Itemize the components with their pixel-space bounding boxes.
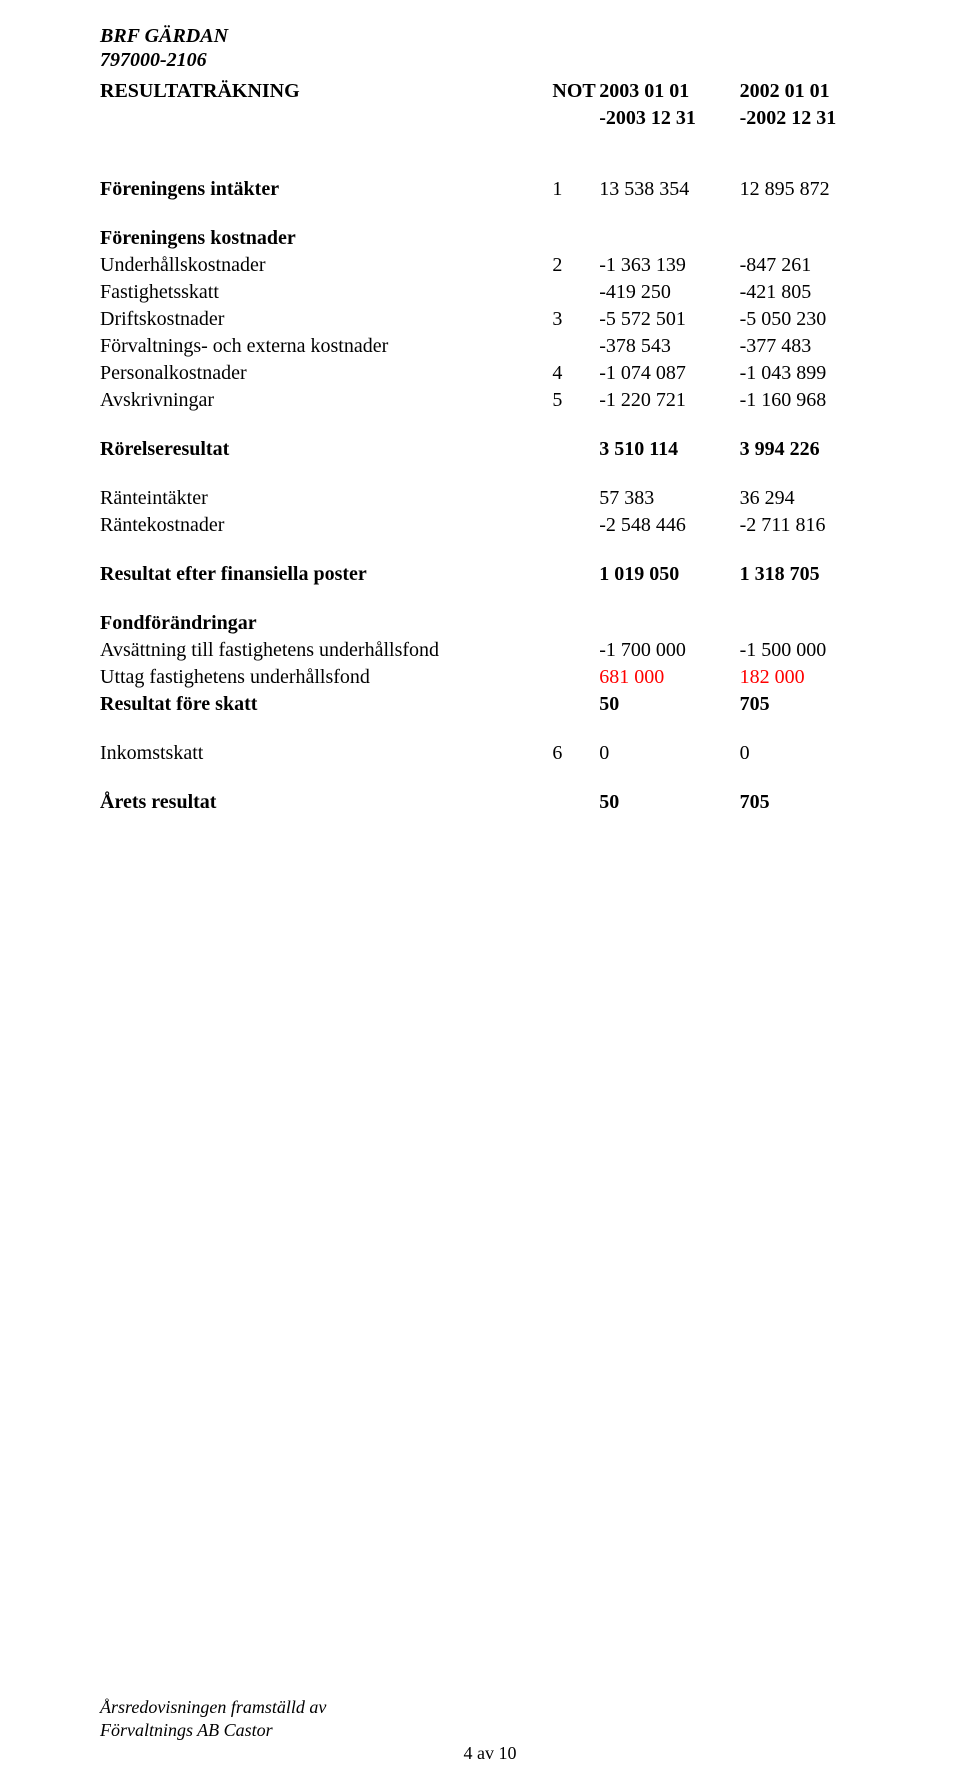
label: Fondförändringar bbox=[100, 610, 552, 637]
label: Driftskostnader bbox=[100, 306, 552, 333]
row-rantekost: Räntekostnader -2 548 446 -2 711 816 bbox=[100, 512, 880, 539]
page-footer: Årsredovisningen framställd av Förvaltni… bbox=[100, 1696, 880, 1764]
y1: -1 220 721 bbox=[599, 387, 739, 414]
label: Fastighetsskatt bbox=[100, 279, 552, 306]
period1-end: -2003 12 31 bbox=[599, 105, 739, 132]
y2: 182 000 bbox=[740, 664, 880, 691]
y2: -377 483 bbox=[740, 333, 880, 360]
label: Resultat efter finansiella poster bbox=[100, 561, 552, 588]
statement-title: RESULTATRÄKNING bbox=[100, 78, 552, 105]
income-statement-table: RESULTATRÄKNING NOT 2003 01 01 2002 01 0… bbox=[100, 78, 880, 816]
y2: -1 160 968 bbox=[740, 387, 880, 414]
label: Ränteintäkter bbox=[100, 485, 552, 512]
period1-start: 2003 01 01 bbox=[599, 78, 739, 105]
y1: -5 572 501 bbox=[599, 306, 739, 333]
period2-start: 2002 01 01 bbox=[740, 78, 880, 105]
y1: -419 250 bbox=[599, 279, 739, 306]
row-resfore: Resultat före skatt 50 705 bbox=[100, 691, 880, 718]
y2: 3 994 226 bbox=[740, 436, 880, 463]
label: Avskrivningar bbox=[100, 387, 552, 414]
y2: -421 805 bbox=[740, 279, 880, 306]
y1: -1 700 000 bbox=[599, 637, 739, 664]
not: 1 bbox=[552, 176, 599, 203]
y2: 705 bbox=[740, 691, 880, 718]
footer-line-2: Förvaltnings AB Castor bbox=[100, 1719, 880, 1742]
row-kostnader-hdr: Föreningens kostnader bbox=[100, 225, 880, 252]
y2: -2 711 816 bbox=[740, 512, 880, 539]
not: 5 bbox=[552, 387, 599, 414]
y1: -378 543 bbox=[599, 333, 739, 360]
y2: 36 294 bbox=[740, 485, 880, 512]
label: Räntekostnader bbox=[100, 512, 552, 539]
row-avskriv: Avskrivningar 5 -1 220 721 -1 160 968 bbox=[100, 387, 880, 414]
y1: -1 363 139 bbox=[599, 252, 739, 279]
row-resfin: Resultat efter finansiella poster 1 019 … bbox=[100, 561, 880, 588]
label: Årets resultat bbox=[100, 789, 552, 816]
row-fondfor-hdr: Fondförändringar bbox=[100, 610, 880, 637]
y1: 0 bbox=[599, 740, 739, 767]
label: Förvaltnings- och externa kostnader bbox=[100, 333, 552, 360]
header-row-2: -2003 12 31 -2002 12 31 bbox=[100, 105, 880, 132]
row-rorelse: Rörelseresultat 3 510 114 3 994 226 bbox=[100, 436, 880, 463]
y2: 1 318 705 bbox=[740, 561, 880, 588]
row-underhall: Underhållskostnader 2 -1 363 139 -847 26… bbox=[100, 252, 880, 279]
label: Personalkostnader bbox=[100, 360, 552, 387]
label: Inkomstskatt bbox=[100, 740, 552, 767]
label: Avsättning till fastighetens underhållsf… bbox=[100, 637, 552, 664]
label: Föreningens kostnader bbox=[100, 225, 552, 252]
y1: 50 bbox=[599, 691, 739, 718]
row-personal: Personalkostnader 4 -1 074 087 -1 043 89… bbox=[100, 360, 880, 387]
row-avsatt: Avsättning till fastighetens underhållsf… bbox=[100, 637, 880, 664]
y1: 57 383 bbox=[599, 485, 739, 512]
y1: 3 510 114 bbox=[599, 436, 739, 463]
footer-page-number: 4 av 10 bbox=[100, 1743, 880, 1764]
y1: -2 548 446 bbox=[599, 512, 739, 539]
row-inkomst: Inkomstskatt 6 0 0 bbox=[100, 740, 880, 767]
row-drift: Driftskostnader 3 -5 572 501 -5 050 230 bbox=[100, 306, 880, 333]
row-forvalt: Förvaltnings- och externa kostnader -378… bbox=[100, 333, 880, 360]
row-fastskatt: Fastighetsskatt -419 250 -421 805 bbox=[100, 279, 880, 306]
footer-line-1: Årsredovisningen framställd av bbox=[100, 1696, 880, 1719]
row-uttag: Uttag fastighetens underhållsfond 681 00… bbox=[100, 664, 880, 691]
label: Uttag fastighetens underhållsfond bbox=[100, 664, 552, 691]
y2: 12 895 872 bbox=[740, 176, 880, 203]
y1: 13 538 354 bbox=[599, 176, 739, 203]
y2: -1 500 000 bbox=[740, 637, 880, 664]
period2-end: -2002 12 31 bbox=[740, 105, 880, 132]
not: 3 bbox=[552, 306, 599, 333]
not: 6 bbox=[552, 740, 599, 767]
not: 4 bbox=[552, 360, 599, 387]
org-name: BRF GÄRDAN bbox=[100, 24, 880, 48]
header-row-1: RESULTATRÄKNING NOT 2003 01 01 2002 01 0… bbox=[100, 78, 880, 105]
y2: 0 bbox=[740, 740, 880, 767]
label: Resultat före skatt bbox=[100, 691, 552, 718]
y2: 705 bbox=[740, 789, 880, 816]
y2: -847 261 bbox=[740, 252, 880, 279]
page: BRF GÄRDAN 797000-2106 RESULTATRÄKNING N… bbox=[0, 0, 960, 1784]
row-arets: Årets resultat 50 705 bbox=[100, 789, 880, 816]
y1: 1 019 050 bbox=[599, 561, 739, 588]
row-ranteint: Ränteintäkter 57 383 36 294 bbox=[100, 485, 880, 512]
row-intakter: Föreningens intäkter 1 13 538 354 12 895… bbox=[100, 176, 880, 203]
not: 2 bbox=[552, 252, 599, 279]
y2: -5 050 230 bbox=[740, 306, 880, 333]
not-header: NOT bbox=[552, 78, 599, 105]
y1: 681 000 bbox=[599, 664, 739, 691]
y2: -1 043 899 bbox=[740, 360, 880, 387]
label: Föreningens intäkter bbox=[100, 176, 552, 203]
org-number: 797000-2106 bbox=[100, 48, 880, 72]
y1: 50 bbox=[599, 789, 739, 816]
label: Rörelseresultat bbox=[100, 436, 552, 463]
label: Underhållskostnader bbox=[100, 252, 552, 279]
y1: -1 074 087 bbox=[599, 360, 739, 387]
